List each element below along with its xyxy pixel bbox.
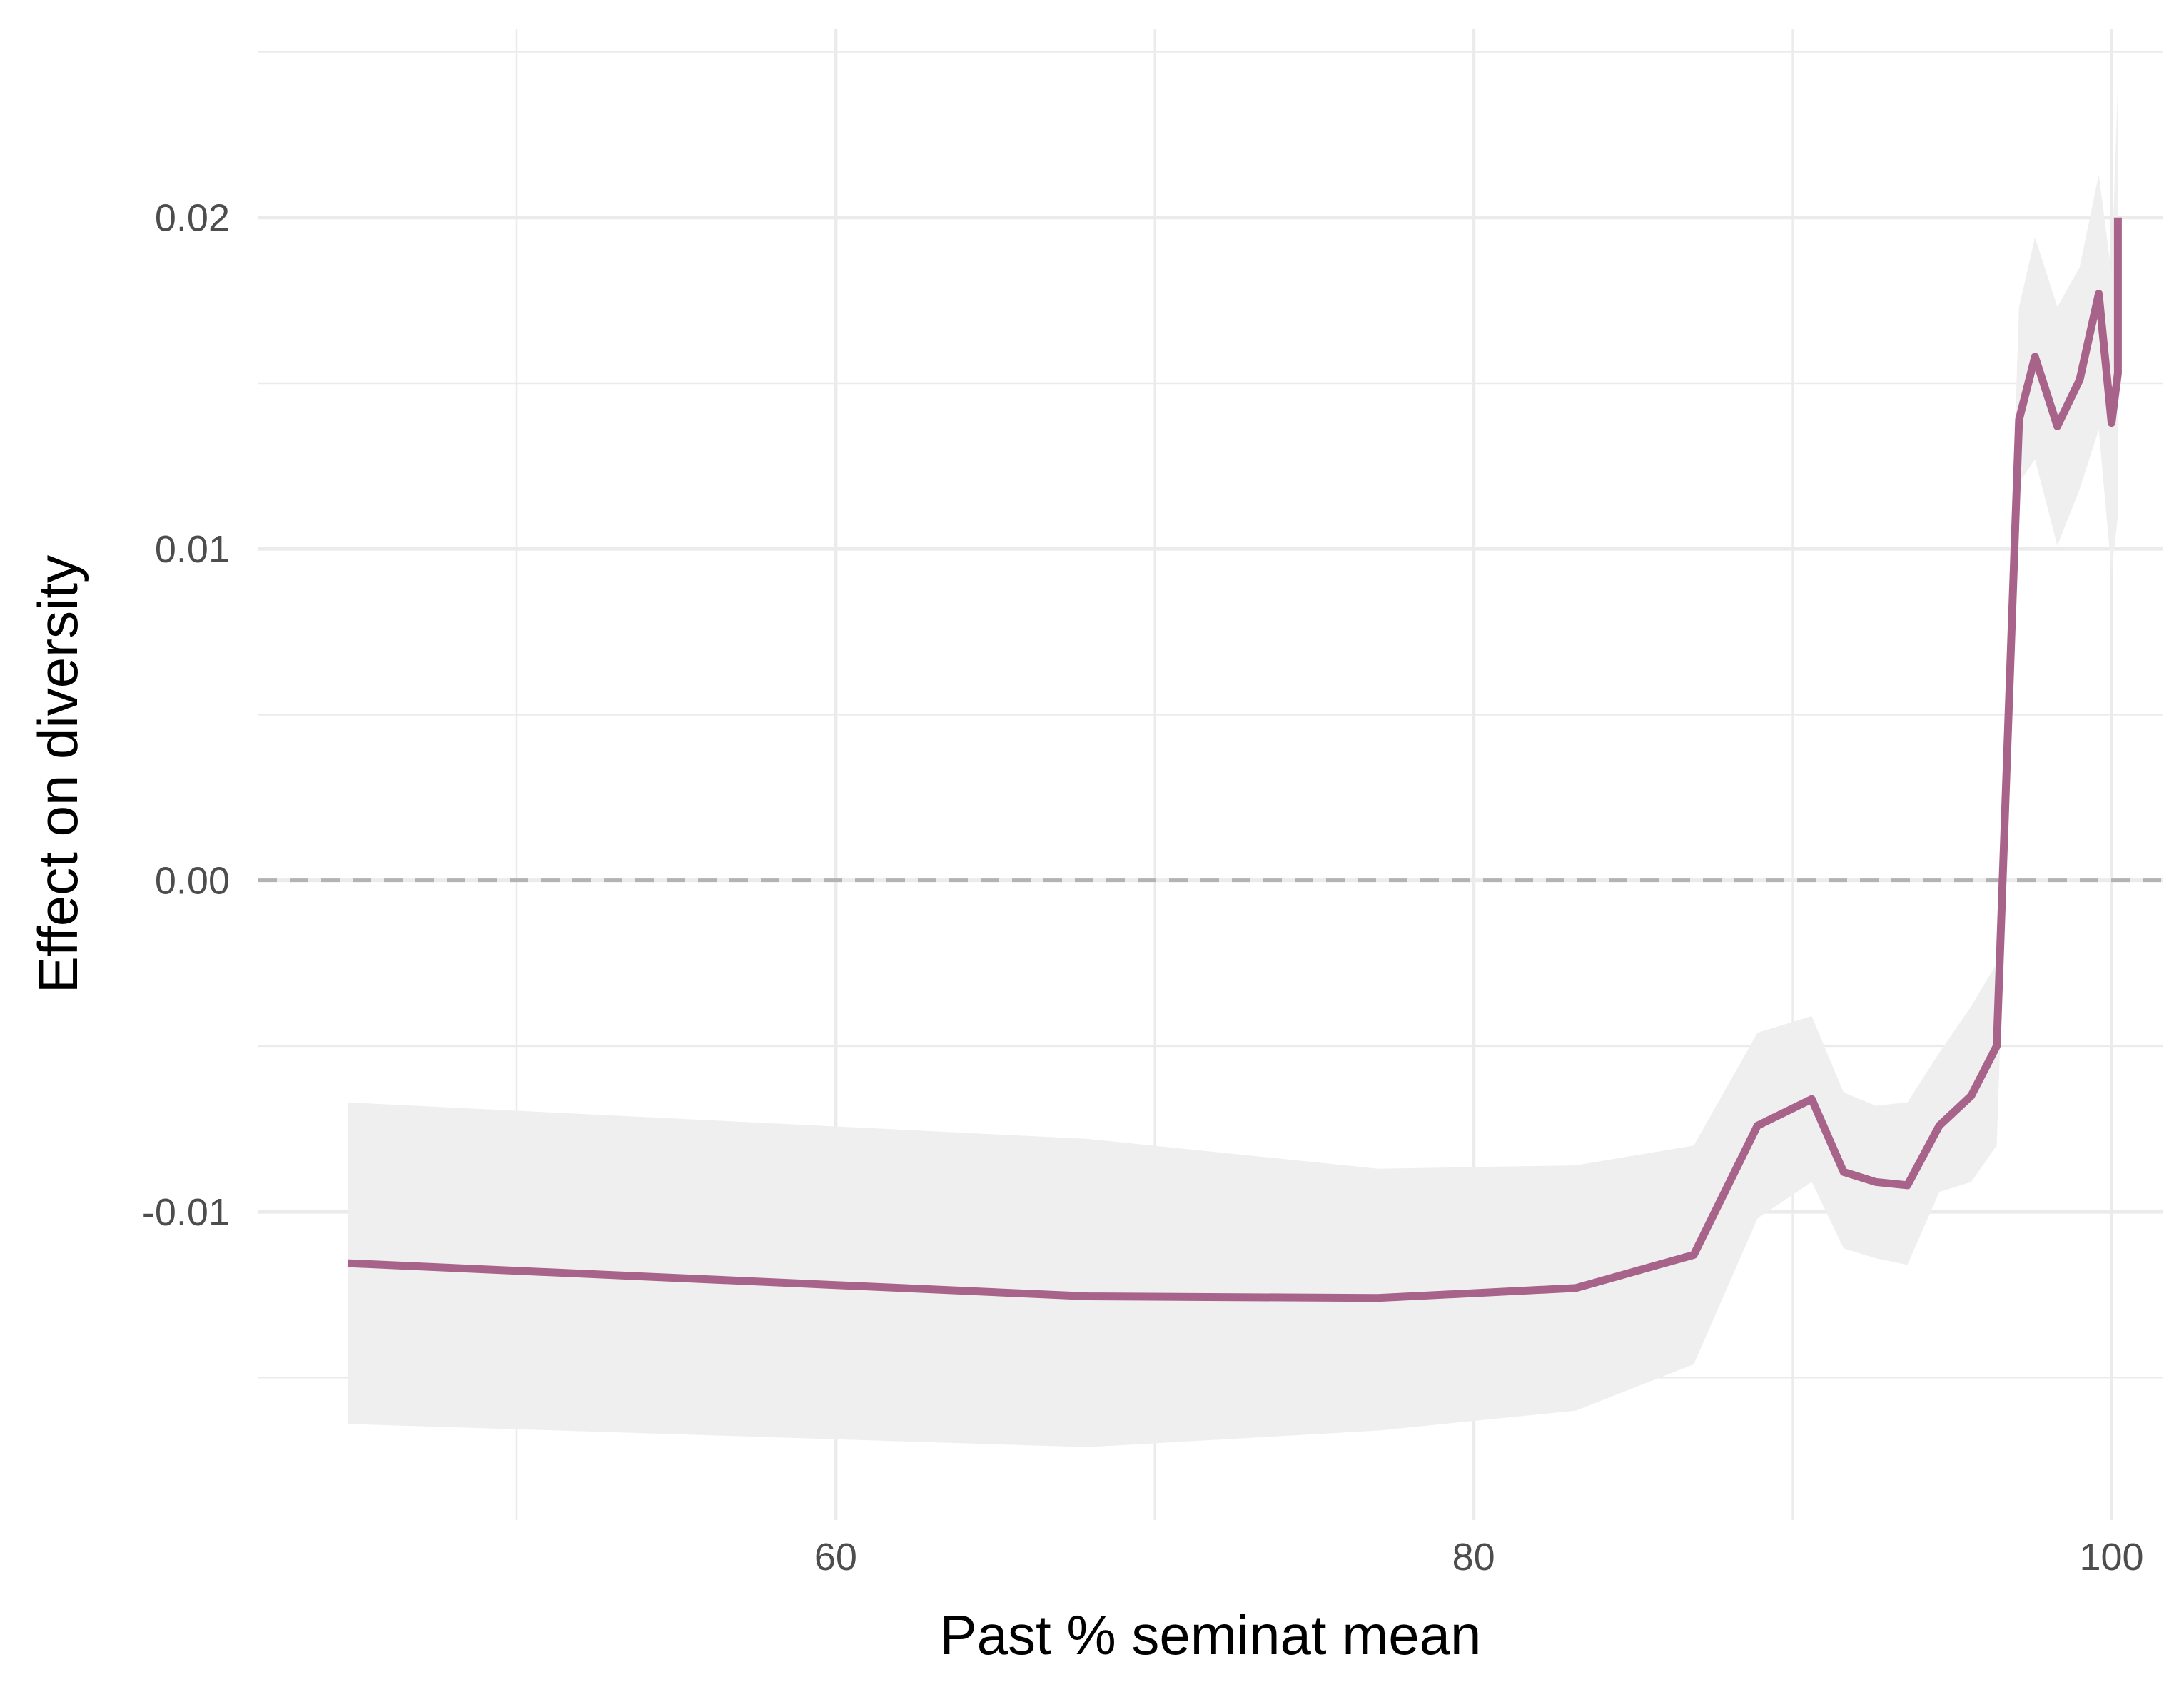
y-tick-label: 0.00	[155, 860, 230, 903]
series-line-layer	[347, 217, 2122, 1302]
x-tick-label: 100	[2079, 1536, 2143, 1579]
y-axis-title: Effect on diversity	[26, 555, 89, 993]
x-axis-tick-labels: 60 80 100	[814, 1536, 2144, 1579]
y-tick-label: 0.02	[155, 197, 230, 240]
x-tick-label: 80	[1452, 1536, 1495, 1579]
confidence-band	[348, 81, 2118, 1447]
y-axis-tick-labels: -0.01 0.00 0.01 0.02	[142, 197, 230, 1234]
y-tick-label: -0.01	[142, 1191, 230, 1234]
series-line	[347, 217, 2122, 1302]
x-tick-label: 60	[814, 1536, 857, 1579]
confidence-band-layer	[348, 81, 2118, 1447]
x-axis-title: Past % seminat mean	[940, 1604, 1482, 1666]
y-tick-label: 0.01	[155, 528, 230, 571]
